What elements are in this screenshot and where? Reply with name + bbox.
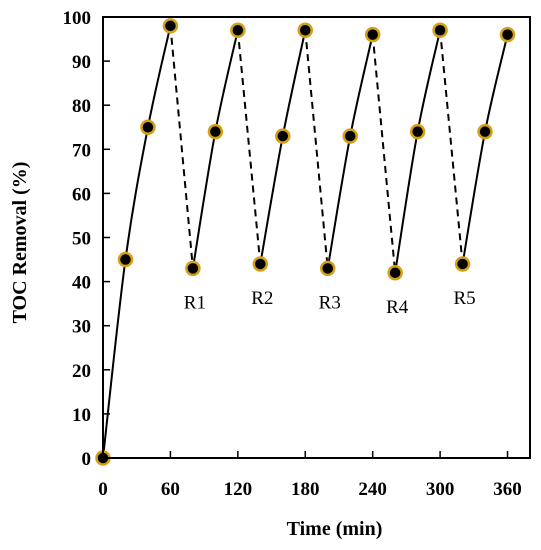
data-point <box>185 260 201 277</box>
y-tick-label: 0 <box>82 449 92 470</box>
data-point <box>275 128 291 144</box>
data-point <box>409 123 426 140</box>
x-tick-label: 300 <box>426 479 455 500</box>
y-tick-label: 60 <box>72 184 91 205</box>
cycle-line <box>326 34 374 269</box>
cycle-label-r1: R1 <box>184 292 206 313</box>
transition-dashed-line <box>439 30 464 265</box>
data-point <box>364 26 381 43</box>
transition-dashed-line <box>371 34 397 273</box>
y-tick-label: 90 <box>72 52 91 73</box>
y-tick-label: 70 <box>72 140 91 161</box>
cycle-label-r5: R5 <box>453 288 475 309</box>
data-point <box>297 22 314 38</box>
data-point <box>387 265 403 281</box>
x-tick-label: 180 <box>291 479 320 500</box>
data-point <box>207 123 224 140</box>
data-point <box>319 260 336 277</box>
cycle-label-r3: R3 <box>319 292 341 313</box>
data-point <box>454 256 471 272</box>
y-tick-label: 100 <box>63 8 92 29</box>
data-markers <box>95 18 516 466</box>
cycle-line <box>191 30 239 269</box>
cycle-label-r4: R4 <box>386 297 409 318</box>
transition-dashed-line <box>236 30 262 265</box>
data-point <box>432 22 448 38</box>
cycle-label-r2: R2 <box>251 288 273 309</box>
data-point <box>162 18 179 34</box>
transition-dashed-line <box>304 30 329 269</box>
x-axis-title: Time (min) <box>287 518 383 540</box>
y-tick-label: 40 <box>72 273 91 294</box>
cycle-line <box>102 25 172 459</box>
data-point <box>252 256 269 272</box>
data-point <box>117 251 134 268</box>
data-point <box>140 119 156 135</box>
transition-dashed-line <box>169 25 194 269</box>
x-tick-label: 120 <box>224 479 253 500</box>
y-tick-label: 30 <box>72 317 91 338</box>
data-point <box>477 123 493 140</box>
data-point <box>499 26 516 43</box>
x-axis-ticks: 0 60 120 180 240 300 360 <box>98 451 522 500</box>
y-tick-label: 50 <box>72 229 91 250</box>
x-tick-label: 60 <box>161 479 180 500</box>
x-tick-label: 0 <box>98 479 108 500</box>
y-tick-label: 80 <box>72 96 91 117</box>
cycle-line <box>394 30 442 273</box>
data-point <box>230 22 246 38</box>
y-axis-ticks: 0 10 20 30 40 50 60 70 80 90 100 <box>63 8 110 470</box>
y-axis-title: TOC Removal (%) <box>9 162 31 324</box>
cycle-line <box>461 34 509 265</box>
y-tick-label: 10 <box>72 405 91 426</box>
data-point <box>342 128 358 144</box>
cycle-labels: R1 R2 R3 R4 R5 <box>184 288 476 318</box>
cycle-line <box>259 30 307 265</box>
series-lines <box>102 25 509 459</box>
y-tick-label: 20 <box>72 361 91 382</box>
x-tick-label: 240 <box>358 479 387 500</box>
x-tick-label: 360 <box>493 479 522 500</box>
